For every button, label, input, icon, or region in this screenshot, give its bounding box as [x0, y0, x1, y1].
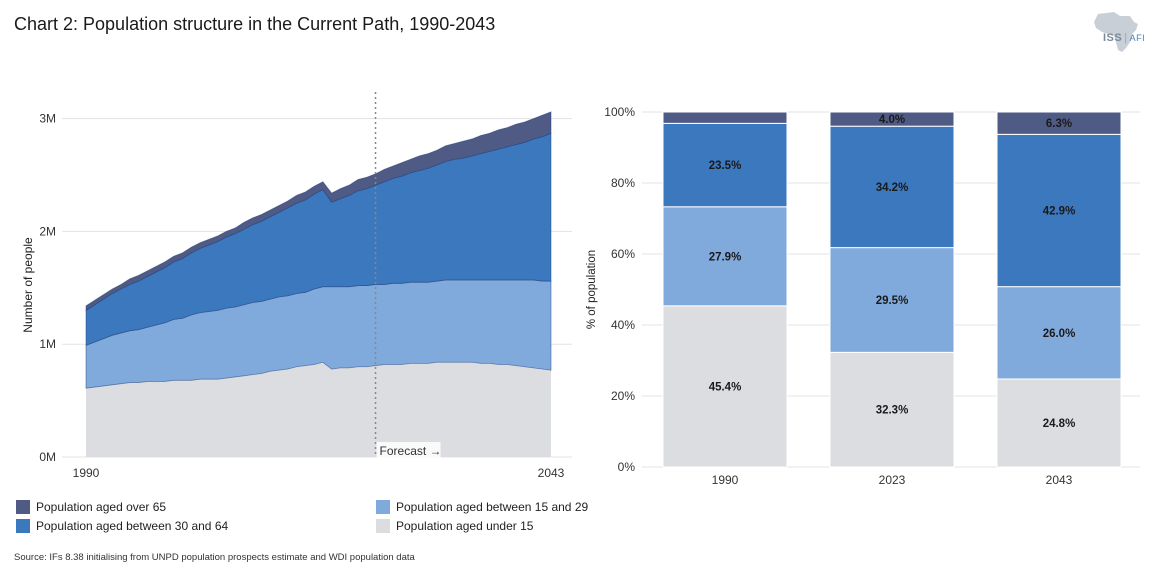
y-axis-label: Number of people: [21, 237, 35, 333]
y-tick-label: 1M: [39, 337, 56, 351]
area-series-over65: [85, 111, 552, 312]
bar-data-label: 27.9%: [709, 251, 742, 263]
x-tick-label: 1990: [73, 466, 100, 480]
legend-item-age15to29: Population aged between 15 and 29: [376, 500, 588, 514]
legend-label: Population aged under 15: [396, 519, 534, 533]
bar-segment-over65: [662, 111, 788, 124]
chart-title: Chart 2: Population structure in the Cur…: [14, 14, 496, 34]
legend-item-over65: Population aged over 65: [16, 500, 166, 514]
bar-segment-age30to64: [662, 122, 788, 208]
bar-segment-over65: [829, 111, 955, 127]
logo: ISS | AFI: [1103, 32, 1146, 44]
bar-segment-under15: [829, 351, 955, 468]
legend-item-under15: Population aged under 15: [376, 519, 533, 533]
bar-data-label: 45.4%: [709, 381, 742, 393]
bar-data-label: 42.9%: [1043, 206, 1076, 218]
legend-label: Population aged between 30 and 64: [36, 519, 229, 533]
x-tick-label: 2043: [1046, 473, 1073, 487]
y-tick-label: 40%: [611, 318, 635, 332]
legend-swatch-age15to29: [376, 500, 390, 514]
bar-data-label: 24.8%: [1043, 418, 1076, 430]
bar-segment-over65: [996, 111, 1122, 135]
bar-segment-age15to29: [996, 286, 1122, 380]
y-tick-label: 60%: [611, 247, 635, 261]
legend-label: Population aged between 15 and 29: [396, 500, 589, 514]
x-tick-label: 1990: [712, 473, 739, 487]
y-tick-label: 80%: [611, 176, 635, 190]
bar-data-label: 26.0%: [1043, 328, 1076, 340]
bar-segment-age30to64: [996, 133, 1122, 288]
bar-data-label: 4.0%: [879, 114, 905, 126]
legend-swatch-age30to64: [16, 519, 30, 533]
bar-data-label: 34.2%: [876, 182, 909, 194]
bar-chart: 0% 20% 40% 60% 80% 100% % of population 45.4% 2…: [586, 105, 1140, 487]
y-tick-label: 20%: [611, 389, 635, 403]
bar-data-label: 23.5%: [709, 160, 742, 172]
x-tick-label: 2023: [879, 473, 906, 487]
y-axis-label: % of population: [586, 250, 598, 329]
bar-data-label: 32.3%: [876, 405, 909, 417]
y-tick-label: 0M: [39, 450, 56, 464]
legend-swatch-over65: [16, 500, 30, 514]
bar-data-label: 6.3%: [1046, 118, 1072, 130]
legend-label: Population aged over 65: [36, 500, 167, 514]
legend-item-age30to64: Population aged between 30 and 64: [16, 519, 228, 533]
x-tick-label: 2043: [538, 466, 565, 480]
bar-segment-age30to64: [829, 125, 955, 249]
bar-segment-age15to29: [829, 247, 955, 353]
africa-map-icon: [1094, 12, 1138, 52]
area-series-under15: [86, 362, 551, 457]
bar-data-label: 29.5%: [876, 295, 909, 307]
y-tick-label: 2M: [39, 224, 56, 238]
bar-segment-under15: [996, 378, 1122, 468]
source-note: Source: IFs 8.38 initialising from UNPD …: [14, 552, 415, 563]
area-chart: 0M 1M 2M 3M Number of people Forecast → 1990 2…: [21, 92, 572, 480]
y-tick-label: 3M: [39, 112, 56, 126]
legend-swatch-under15: [376, 519, 390, 533]
y-tick-label: 0%: [618, 460, 636, 474]
forecast-label-bg: [376, 442, 441, 458]
y-tick-label: 100%: [604, 105, 635, 119]
forecast-label: Forecast →: [380, 444, 442, 458]
